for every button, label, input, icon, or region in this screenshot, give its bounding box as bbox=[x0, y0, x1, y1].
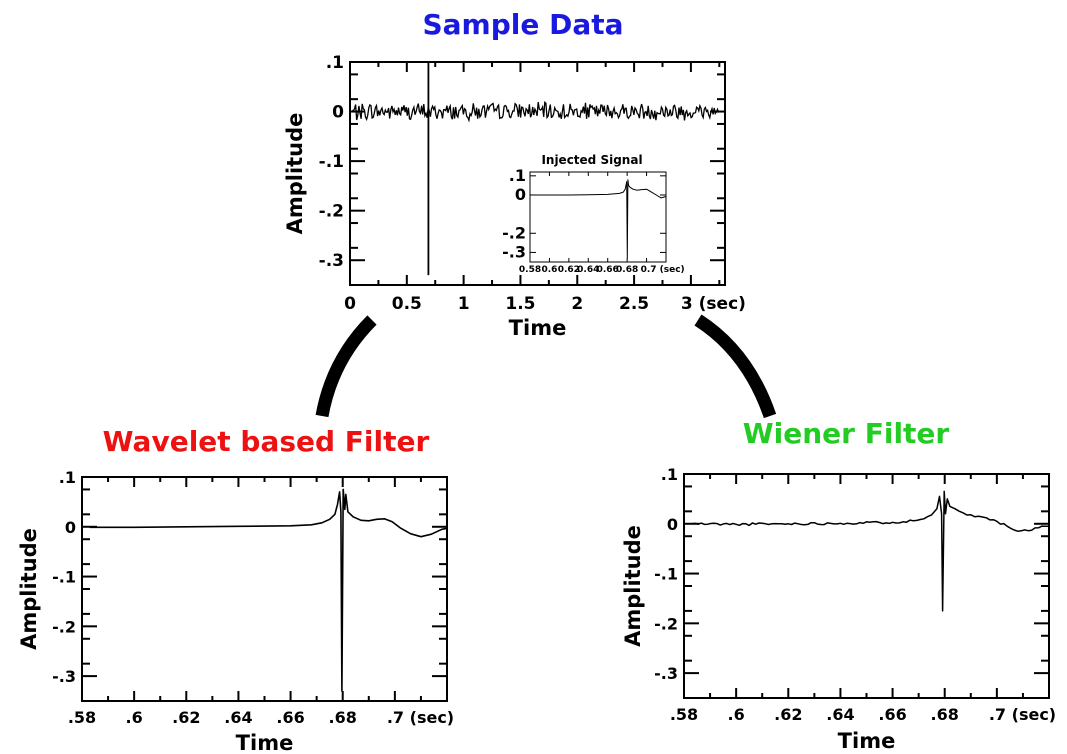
wavelet-title: Wavelet based Filter bbox=[103, 425, 430, 458]
sample-ytick-label: -.1 bbox=[319, 152, 344, 172]
sample-ytick-label: -.2 bbox=[319, 202, 344, 222]
wavelet-ytick-label: -.1 bbox=[52, 568, 76, 587]
inset-ytick-label: .1 bbox=[509, 166, 526, 185]
inset-series bbox=[530, 179, 667, 259]
sample-xtick-label: 1.5 bbox=[505, 294, 535, 314]
wiener-series bbox=[691, 490, 1050, 612]
inset-xtick-label: 0.7 (sec) bbox=[641, 265, 685, 275]
inset-chart: 0.58 0.6 0.620.640.660.68 0.7 (sec) .10 -.2-.… bbox=[502, 153, 685, 275]
wavelet-xtick-label: .6 bbox=[126, 708, 143, 727]
wavelet-chart: .58 .6 .62 .64 .66 .68 .7 (sec) .1 0 -.1 -.2 -.3 Tim… bbox=[17, 468, 454, 754]
sample-xtick-label: 0.5 bbox=[392, 294, 422, 314]
wiener-chart: .58 .6 .62 .64 .66 .68 .7 (sec) .1 0 -.1 -.2 -.3 Tim… bbox=[621, 465, 1056, 753]
wavelet-xtick-label: .58 bbox=[68, 708, 96, 727]
sample-noise-series bbox=[352, 101, 720, 123]
inset-background bbox=[530, 172, 666, 262]
sample-xtick-label: 2 bbox=[571, 294, 583, 314]
inset-xtick-label: 0.62 bbox=[558, 265, 580, 275]
wiener-xlabel: Time bbox=[838, 729, 896, 753]
left-connector-arc bbox=[315, 315, 377, 418]
inset-xtick-label: 0.6 bbox=[541, 265, 557, 275]
wavelet-ytick-label: -.2 bbox=[52, 617, 76, 636]
inset-ytick-label: 0 bbox=[515, 185, 526, 204]
inset-xtick-label: 0.58 bbox=[519, 265, 541, 275]
wiener-ylabel: Amplitude bbox=[621, 525, 645, 647]
sample-xlabel: Time bbox=[509, 316, 567, 340]
right-connector-arc bbox=[694, 314, 777, 419]
wavelet-ylabel: Amplitude bbox=[17, 528, 41, 650]
wavelet-xlabel: Time bbox=[236, 731, 294, 754]
sample-chart: 0 0.5 1 1.5 2 2.5 3 (sec).10-.1-.2-.3TimeAmpli… bbox=[283, 53, 746, 340]
sample-ytick-label: .1 bbox=[326, 53, 344, 73]
wavelet-series bbox=[89, 488, 448, 692]
sample-xtick-label: 0 bbox=[344, 294, 356, 314]
wavelet-xtick-label: .64 bbox=[224, 708, 252, 727]
inset-xtick-label: 0.66 bbox=[597, 265, 619, 275]
wavelet-ytick-label: -.3 bbox=[52, 667, 76, 686]
wavelet-xtick-label: .68 bbox=[329, 708, 357, 727]
wiener-ytick-label: 0 bbox=[667, 515, 678, 534]
sample-ytick-label: 0 bbox=[332, 103, 344, 123]
inset-ytick-label: -.2 bbox=[502, 223, 526, 242]
wiener-xtick-label: .7 (sec) bbox=[989, 705, 1056, 724]
wavelet-ytick-label: 0 bbox=[65, 518, 76, 537]
sample-xtick-label: 1 bbox=[458, 294, 470, 314]
sample-ylabel: Amplitude bbox=[283, 113, 307, 235]
wiener-xtick-label: .6 bbox=[728, 705, 745, 724]
sample-xtick-label: 2.5 bbox=[619, 294, 649, 314]
wavelet-xtick-label: .7 (sec) bbox=[387, 708, 454, 727]
wiener-ytick-label: .1 bbox=[661, 465, 678, 484]
wiener-xtick-label: .64 bbox=[826, 705, 854, 724]
inset-xtick-label: 0.68 bbox=[616, 265, 638, 275]
wiener-title: Wiener Filter bbox=[743, 417, 950, 450]
inset-plot-frame bbox=[529, 171, 667, 263]
wavelet-xtick-label: .66 bbox=[276, 708, 304, 727]
wiener-xtick-label: .62 bbox=[774, 705, 802, 724]
sample-xtick-label: 3 (sec) bbox=[681, 294, 746, 314]
wiener-xtick-label: .68 bbox=[931, 705, 959, 724]
inset-ytick-label: -.3 bbox=[502, 242, 526, 261]
wavelet-plot-frame bbox=[81, 476, 448, 702]
sample-ytick-label: -.3 bbox=[319, 251, 344, 271]
wiener-xtick-label: .66 bbox=[878, 705, 906, 724]
wavelet-ytick-label: .1 bbox=[59, 468, 76, 487]
wiener-ytick-label: -.3 bbox=[654, 664, 678, 683]
wiener-ytick-label: -.1 bbox=[654, 565, 678, 584]
inset-title: Injected Signal bbox=[541, 153, 642, 167]
sample-title: Sample Data bbox=[422, 8, 623, 41]
wiener-plot-frame bbox=[683, 473, 1050, 699]
wiener-ytick-label: -.2 bbox=[654, 614, 678, 633]
wavelet-xtick-label: .62 bbox=[172, 708, 200, 727]
inset-xtick-label: 0.64 bbox=[577, 265, 599, 275]
wiener-xtick-label: .58 bbox=[670, 705, 698, 724]
